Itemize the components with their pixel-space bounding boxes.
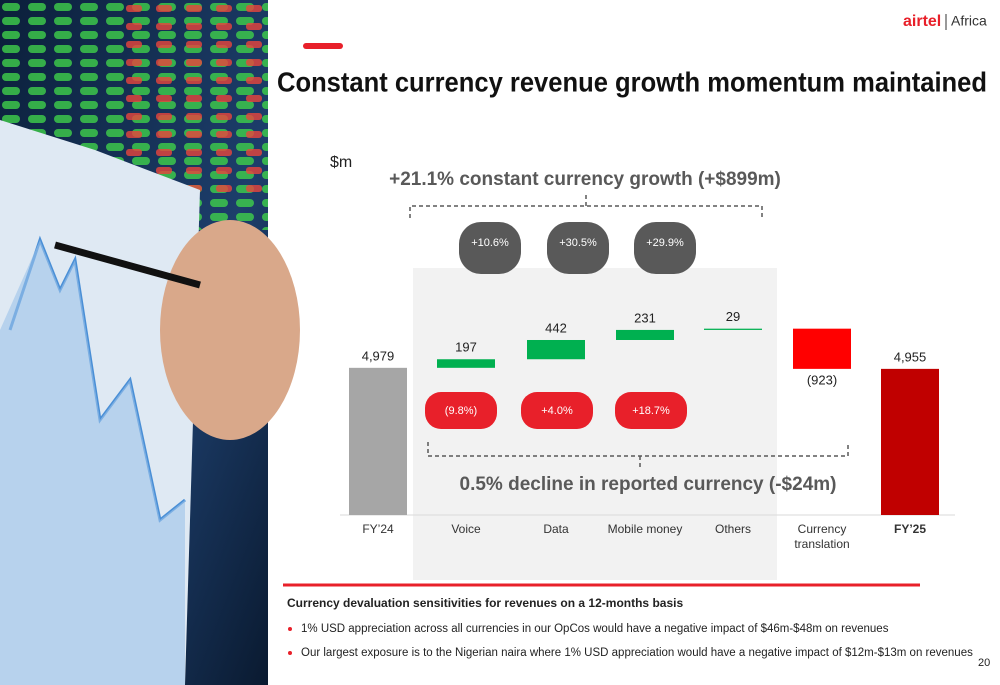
x-tick-label: Mobile money (607, 522, 683, 536)
growth-badge (634, 222, 696, 274)
footer-bullet: Our largest exposure is to the Nigerian … (301, 647, 973, 659)
reported-badge-label: +18.7% (632, 405, 670, 417)
page-number: 20 (978, 657, 990, 669)
x-label-box: Voice (451, 522, 481, 536)
bar (616, 329, 674, 340)
x-label-box: Data (543, 522, 569, 536)
decline-annotation: 0.5% decline in reported currency (-$24m… (460, 474, 837, 495)
photo (0, 0, 300, 685)
x-tick-label: Data (543, 522, 569, 536)
bullet (288, 627, 292, 631)
x-tick-label: FY’24 (362, 522, 394, 536)
growth-badge (459, 222, 521, 274)
bar (704, 328, 762, 330)
accent-bar (303, 43, 343, 49)
growth-badge (547, 222, 609, 274)
value-label: (923) (807, 372, 837, 387)
growth-badge-label: +29.9% (646, 237, 684, 249)
growth-badge-label: +10.6% (471, 237, 509, 249)
reported-badge (521, 392, 593, 429)
value-label: 231 (634, 310, 656, 325)
growth-badge-label: +30.5% (559, 237, 597, 249)
logo: airtel (903, 13, 941, 30)
x-label-box: Others (714, 522, 751, 536)
footer-bullet: 1% USD appreciation across all currencie… (301, 623, 889, 635)
value-label: 197 (455, 340, 477, 355)
x-tick-label: Others (714, 522, 751, 536)
growth-annotation: +21.1% constant currency growth (+$899m) (389, 169, 781, 190)
bar (437, 359, 495, 368)
bracket (409, 195, 763, 218)
bar (527, 339, 585, 360)
bar (881, 368, 939, 515)
x-tick-label: FY’25 (893, 522, 926, 536)
reported-badge (425, 392, 497, 429)
bar (793, 328, 851, 369)
value-label: 29 (726, 309, 740, 324)
x-tick-label: Currency translation (794, 522, 850, 551)
reported-badge-label: (9.8%) (445, 405, 477, 417)
bracket (427, 442, 849, 470)
value-label: 4,979 (362, 348, 395, 363)
x-tick-label: Voice (451, 522, 481, 536)
bullet (288, 651, 292, 655)
unit-label: $m (330, 154, 352, 171)
x-label-box: Currency translation (794, 522, 850, 551)
x-label-box: Mobile money (607, 522, 683, 536)
reported-badge-label: +4.0% (541, 405, 573, 417)
logo-region: Africa (951, 13, 987, 29)
x-label-box: FY’25 (893, 522, 926, 536)
value-label: 442 (545, 320, 567, 335)
bar (349, 367, 407, 515)
footer-heading: Currency devaluation sensitivities for r… (287, 596, 683, 610)
reported-badge (615, 392, 687, 429)
x-label-box: FY’24 (362, 522, 394, 536)
value-label: 4,955 (894, 349, 927, 364)
slide-title: Constant currency revenue growth momentu… (277, 66, 987, 97)
